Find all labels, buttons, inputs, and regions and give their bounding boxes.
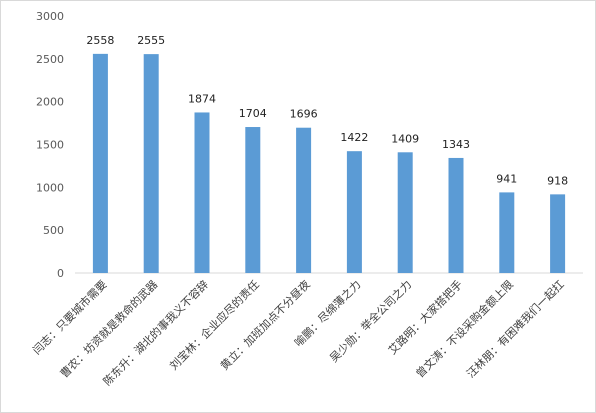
y-tick-label: 1000 [36, 181, 64, 194]
y-tick-label: 0 [57, 267, 64, 280]
bar [346, 151, 362, 273]
data-label: 941 [496, 172, 517, 185]
y-tick-label: 2000 [36, 96, 64, 109]
x-tick-label: 曹农：坊资就是救命的武器 [57, 277, 160, 380]
x-tick-label: 吴少勋：举全公司之力 [327, 277, 415, 365]
bar [448, 157, 464, 273]
y-axis: 0 500 1000 1500 2000 2500 3000 [36, 10, 64, 280]
data-label: 2555 [137, 34, 165, 47]
x-tick-label: 曾文涛：不设采购金额上限 [413, 277, 516, 380]
data-label: 918 [547, 174, 568, 187]
bar [550, 194, 566, 273]
y-tick-label: 3000 [36, 10, 64, 23]
data-label: 1874 [188, 92, 216, 105]
x-tick-label: 汪林朋：有困难我们一起扛 [463, 277, 566, 380]
bar [143, 54, 159, 273]
data-label: 1696 [290, 108, 318, 121]
data-label: 2558 [86, 34, 114, 47]
data-label: 1422 [340, 131, 368, 144]
bar [296, 127, 312, 273]
bar [397, 152, 413, 273]
y-tick-label: 500 [43, 224, 64, 237]
data-labels: 2558 2555 1874 1704 1696 1422 1409 1343 941 918 [86, 34, 568, 187]
bar [92, 53, 108, 273]
x-tick-label: 陈东升：湖北的事我义不容辞 [100, 277, 211, 388]
data-label: 1704 [239, 107, 267, 120]
x-tick-label: 刘宝林：企业应尽的责任 [166, 277, 261, 372]
data-label: 1343 [442, 138, 470, 151]
bar [245, 127, 261, 273]
bar [194, 112, 210, 273]
x-tick-label: 黄立：加班加点不分昼夜 [217, 277, 312, 372]
data-label: 1409 [391, 132, 419, 145]
y-tick-label: 2500 [36, 53, 64, 66]
bar [499, 192, 515, 273]
y-tick-label: 1500 [36, 139, 64, 152]
bars [92, 53, 566, 273]
x-axis-labels: 闫志：只要城市需要曹农：坊资就是救命的武器陈东升：湖北的事我义不容辞刘宝林：企业… [30, 277, 567, 388]
